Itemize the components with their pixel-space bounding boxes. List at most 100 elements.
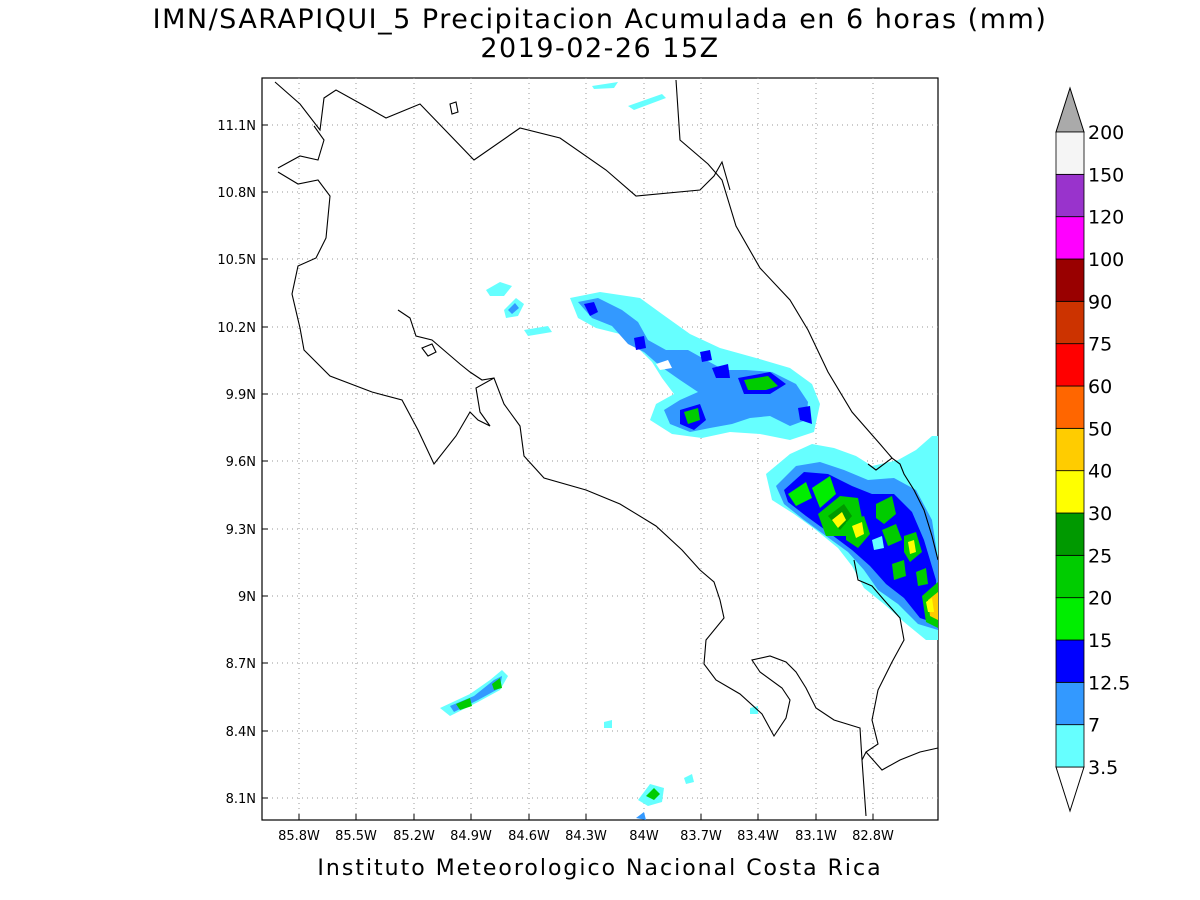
precip-band-core — [798, 406, 812, 424]
precip-cluster-heavy — [926, 598, 934, 612]
y-tick-label: 10.5N — [217, 253, 256, 268]
colorbar-swatch — [1055, 470, 1085, 514]
y-tick-label: 9N — [238, 590, 256, 605]
precip-patch — [604, 720, 612, 728]
precip-patch — [492, 678, 502, 690]
colorbar-swatch — [1055, 173, 1085, 218]
precip-patch — [508, 303, 519, 314]
precip-cluster-heavy — [908, 540, 916, 554]
y-tick-label: 11.1N — [217, 119, 256, 134]
y-tick-label: 10.2N — [217, 321, 256, 336]
colorbar-label: 3.5 — [1088, 757, 1118, 779]
y-tick-label: 9.6N — [226, 455, 256, 470]
y-tick-label: 9.9N — [226, 388, 256, 403]
colorbar-swatch — [1055, 639, 1085, 683]
precip-band-core — [700, 350, 712, 362]
precip-hole — [656, 360, 672, 370]
precip-band-core — [712, 364, 730, 378]
colorbar-label: 12.5 — [1088, 672, 1130, 694]
colorbar-label: 7 — [1088, 715, 1100, 737]
x-tick-label: 85.2W — [393, 829, 435, 844]
x-tick-label: 85.5W — [335, 829, 377, 844]
precip-band-core — [744, 376, 778, 390]
colorbar-swatch — [1055, 300, 1085, 345]
x-tick-label: 83.4W — [737, 829, 779, 844]
precip-cluster-heavy — [812, 476, 836, 508]
y-tick-label: 8.4N — [226, 725, 256, 740]
colorbar-label: 50 — [1088, 418, 1112, 440]
precip-hole — [872, 536, 884, 550]
x-tick-label: 83.7W — [680, 829, 722, 844]
precip-patch — [636, 812, 646, 820]
x-tick-label: 84W — [629, 829, 659, 844]
nicoya-gulf — [397, 309, 495, 381]
colorbar-label: 40 — [1088, 461, 1112, 483]
x-tick-label: 85.8W — [278, 829, 320, 844]
x-tick-label: 84.9W — [450, 829, 492, 844]
y-axis-labels: 11.1N 10.8N 10.5N 10.2N 9.9N 9.6N 9.3N 9… — [217, 119, 256, 807]
caribbean-coast — [675, 79, 893, 459]
panama-border — [867, 457, 939, 561]
colorbar-label: 20 — [1088, 588, 1112, 610]
pacific-coast-north — [277, 171, 867, 817]
colorbar-label: 30 — [1088, 503, 1112, 525]
precip-patch — [456, 698, 472, 710]
colorbar-label: 15 — [1088, 630, 1112, 652]
precip-patch — [524, 326, 552, 336]
colorbar: 3.5 7 12.5 15 20 25 30 40 50 60 75 90 100 120 150 200 — [1055, 86, 1130, 813]
colorbar-swatch — [1055, 724, 1085, 768]
y-tick-label: 10.8N — [217, 186, 256, 201]
colorbar-label: 100 — [1088, 249, 1124, 271]
precip-band-core — [634, 336, 646, 350]
colorbar-swatch — [1055, 554, 1085, 599]
precip-band-mid — [578, 298, 808, 432]
x-tick-label: 82.8W — [852, 829, 894, 844]
colorbar-label: 150 — [1088, 164, 1124, 186]
colorbar-label: 75 — [1088, 334, 1112, 356]
y-tick-label: 9.3N — [226, 523, 256, 538]
colorbar-swatch — [1055, 258, 1085, 302]
precip-patch — [628, 94, 666, 110]
island-outline — [421, 343, 437, 357]
precip-cluster-heavy — [882, 524, 902, 546]
precip-band-core — [584, 302, 598, 316]
colorbar-swatch — [1055, 216, 1085, 260]
map-title-line-1: IMN/SARAPIQUI_5 Precipitacion Acumulada … — [152, 4, 1048, 35]
precip-cluster-heavy — [892, 560, 906, 580]
precip-patch — [486, 282, 512, 296]
x-tick-label: 84.3W — [565, 829, 607, 844]
colorbar-swatch — [1055, 681, 1085, 726]
nicaragua-border — [277, 125, 325, 169]
y-tick-label: 8.7N — [226, 657, 256, 672]
colorbar-swatch — [1055, 343, 1085, 387]
x-axis-labels: 85.8W 85.5W 85.2W 84.9W 84.6W 84.3W 84W … — [278, 829, 894, 844]
colorbar-label: 120 — [1088, 207, 1124, 229]
colorbar-swatch — [1055, 512, 1085, 556]
y-tick-label: 8.1N — [226, 792, 256, 807]
precip-cluster-core — [784, 472, 938, 624]
tick-marks — [262, 124, 874, 820]
nicaragua-lake-shore — [274, 81, 731, 197]
island-outline — [449, 101, 459, 115]
colorbar-label: 90 — [1088, 291, 1112, 313]
colorbar-top-arrow — [1055, 86, 1085, 133]
precip-patch — [592, 82, 618, 89]
precip-cluster-heavy — [788, 482, 812, 506]
footer-credit: Instituto Meteorologico Nacional Costa R… — [317, 856, 883, 881]
precip-patch — [684, 774, 694, 784]
colorbar-swatch — [1055, 427, 1085, 472]
x-tick-label: 84.6W — [508, 829, 550, 844]
colorbar-label: 60 — [1088, 376, 1112, 398]
panama-pacific-coast — [865, 747, 939, 771]
colorbar-label: 200 — [1088, 122, 1124, 144]
colorbar-bottom-arrow — [1055, 766, 1085, 813]
precipitation-areas — [440, 82, 938, 820]
coastlines — [274, 79, 939, 817]
colorbar-swatch — [1055, 131, 1085, 175]
precip-cluster-heavy — [876, 496, 896, 524]
colorbar-swatch — [1055, 597, 1085, 641]
precip-cluster-heavy — [916, 568, 928, 586]
panama-border-south — [853, 559, 905, 761]
precip-patch — [646, 788, 660, 800]
